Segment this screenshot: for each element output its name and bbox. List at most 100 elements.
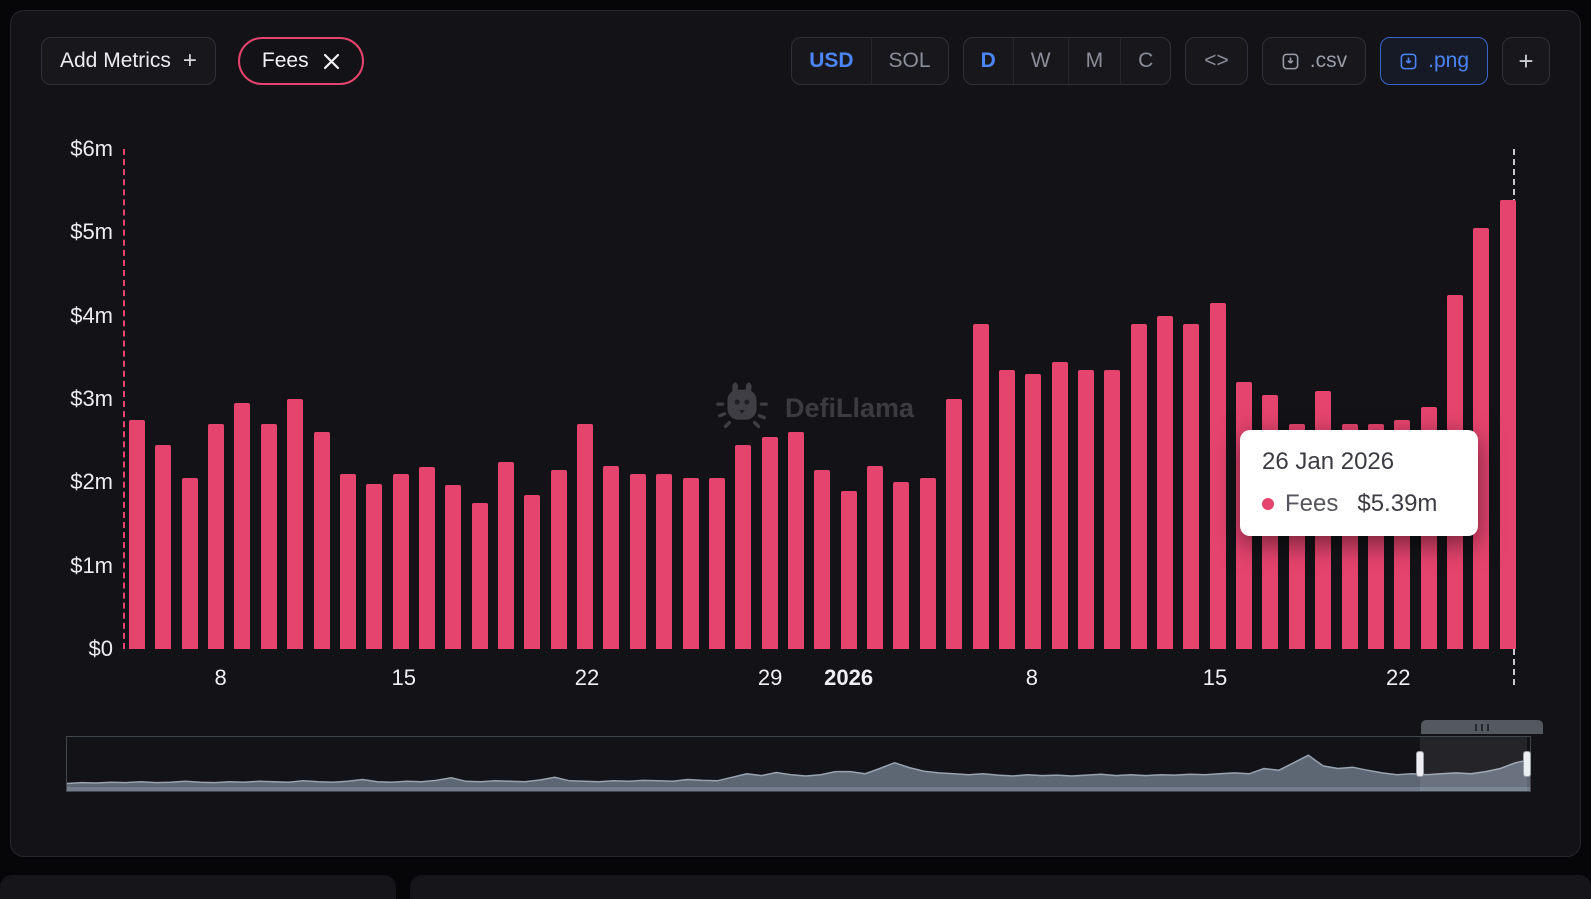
interval-daily-button[interactable]: D	[980, 49, 996, 72]
navigator-left-handle[interactable]	[1416, 751, 1425, 777]
fees-bar[interactable]	[1183, 324, 1200, 649]
fees-bar[interactable]	[550, 469, 567, 649]
chart-tooltip: 26 Jan 2026 Fees $5.39m	[1240, 430, 1478, 536]
x-tick-label: 15	[391, 665, 417, 690]
navigator-track[interactable]	[66, 736, 1532, 792]
navigator-area	[67, 754, 1530, 791]
tooltip-value: $5.39m	[1357, 490, 1438, 517]
tooltip-series-row: Fees $5.39m	[1262, 490, 1456, 518]
plot-area	[123, 149, 1516, 685]
y-tick-label: $5m	[70, 219, 113, 245]
chart-panel: Add Metrics + Fees USD SOL D W M C	[10, 10, 1581, 857]
close-icon[interactable]	[323, 53, 340, 70]
tooltip-date: 26 Jan 2026	[1262, 448, 1395, 475]
fees-bar[interactable]	[339, 474, 356, 649]
currency-usd-button[interactable]: USD	[809, 49, 854, 72]
fees-bar[interactable]	[498, 461, 515, 649]
fees-bar[interactable]	[129, 419, 145, 649]
embed-button[interactable]: <>	[1185, 37, 1248, 85]
fees-bar[interactable]	[234, 403, 251, 649]
y-tick-label: $3m	[70, 385, 113, 411]
interval-cumulative-button[interactable]: C	[1120, 38, 1170, 84]
add-metrics-button[interactable]: Add Metrics +	[41, 37, 216, 85]
series-color-dot	[1262, 498, 1274, 510]
fees-bar[interactable]	[577, 424, 594, 649]
fees-bar[interactable]	[787, 432, 804, 649]
x-tick-label: 15	[1202, 665, 1228, 690]
fees-bar[interactable]	[1051, 361, 1068, 649]
fees-bar[interactable]	[946, 399, 963, 649]
fees-bar[interactable]	[366, 484, 383, 649]
fees-pill-label: Fees	[261, 49, 309, 72]
interval-toggle: D W M C	[962, 37, 1172, 85]
fees-bar[interactable]	[682, 478, 699, 649]
fees-bar[interactable]	[181, 478, 198, 649]
y-tick-label: $4m	[70, 302, 113, 328]
plus-icon: +	[182, 47, 197, 74]
interval-monthly-button[interactable]: M	[1067, 38, 1121, 84]
download-icon	[1400, 53, 1417, 69]
x-tick-label: 22	[1385, 665, 1411, 690]
fees-bar[interactable]	[1157, 315, 1174, 649]
fees-bar[interactable]	[260, 424, 277, 649]
y-tick-label: $0	[88, 635, 113, 661]
export-png-label: .png	[1428, 49, 1469, 72]
fees-bar[interactable]	[1209, 303, 1226, 649]
currency-toggle: USD SOL	[791, 37, 949, 85]
bottom-panel-right	[410, 875, 1591, 899]
fees-bar[interactable]	[471, 503, 488, 649]
interval-weekly-button[interactable]: W	[1012, 38, 1068, 84]
toolbar: Add Metrics + Fees USD SOL D W M C	[41, 37, 1550, 85]
fees-bar[interactable]	[998, 369, 1015, 649]
fees-bar[interactable]	[972, 324, 989, 649]
fees-bar[interactable]	[418, 467, 435, 649]
x-tick-label: 8	[1025, 665, 1038, 690]
fees-bar[interactable]	[1077, 369, 1094, 649]
fees-bar[interactable]	[761, 436, 778, 649]
navigator-drag-grip[interactable]	[1421, 720, 1543, 734]
tooltip-series-label: Fees	[1285, 490, 1339, 517]
fees-bar[interactable]	[629, 474, 646, 649]
fees-bar[interactable]	[814, 469, 831, 649]
fees-bar[interactable]	[392, 474, 409, 649]
bottom-panel-left	[0, 875, 396, 899]
fees-bar[interactable]	[656, 474, 673, 649]
fees-bar[interactable]	[840, 490, 857, 649]
x-tick-label: 22	[574, 665, 600, 690]
y-tick-label: $6m	[70, 136, 113, 161]
fees-bar[interactable]	[155, 444, 172, 649]
bars-layer	[129, 149, 1516, 649]
download-icon	[1282, 53, 1299, 69]
fees-bar[interactable]	[867, 465, 884, 649]
currency-sol-button[interactable]: SOL	[870, 38, 948, 84]
navigator-baseline	[67, 787, 1530, 791]
fees-bar[interactable]	[208, 424, 225, 649]
fees-bar[interactable]	[287, 399, 304, 649]
fees-bar[interactable]	[603, 465, 620, 649]
fees-bar[interactable]	[1025, 374, 1042, 649]
fees-metric-pill[interactable]: Fees	[237, 37, 364, 85]
export-csv-button[interactable]: .csv	[1261, 37, 1367, 85]
y-tick-label: $1m	[70, 552, 113, 578]
fees-bar[interactable]	[893, 482, 910, 649]
export-png-button[interactable]: .png	[1380, 37, 1488, 85]
fees-bar[interactable]	[1130, 324, 1147, 649]
fees-bar[interactable]	[735, 444, 752, 649]
fees-bar[interactable]	[1499, 199, 1516, 649]
fees-bar[interactable]	[445, 484, 462, 649]
range-start-dashed-line	[123, 149, 125, 649]
export-csv-label: .csv	[1309, 49, 1348, 72]
fees-bar[interactable]	[524, 494, 541, 649]
navigator-right-handle[interactable]	[1523, 751, 1532, 777]
navigator-selection[interactable]	[1416, 737, 1532, 791]
fees-bar[interactable]	[919, 478, 936, 649]
add-metrics-label: Add Metrics	[60, 49, 171, 72]
fees-bar[interactable]	[708, 478, 725, 649]
add-chart-button[interactable]: +	[1502, 37, 1550, 85]
fees-bar[interactable]	[313, 432, 330, 649]
fees-bar[interactable]	[1104, 369, 1121, 649]
y-tick-label: $2m	[70, 469, 113, 495]
fees-bar[interactable]	[1473, 228, 1490, 649]
y-axis: $6m $5m $4m $3m $2m $1m $0	[41, 135, 113, 663]
x-tick-label: 29	[757, 665, 783, 690]
